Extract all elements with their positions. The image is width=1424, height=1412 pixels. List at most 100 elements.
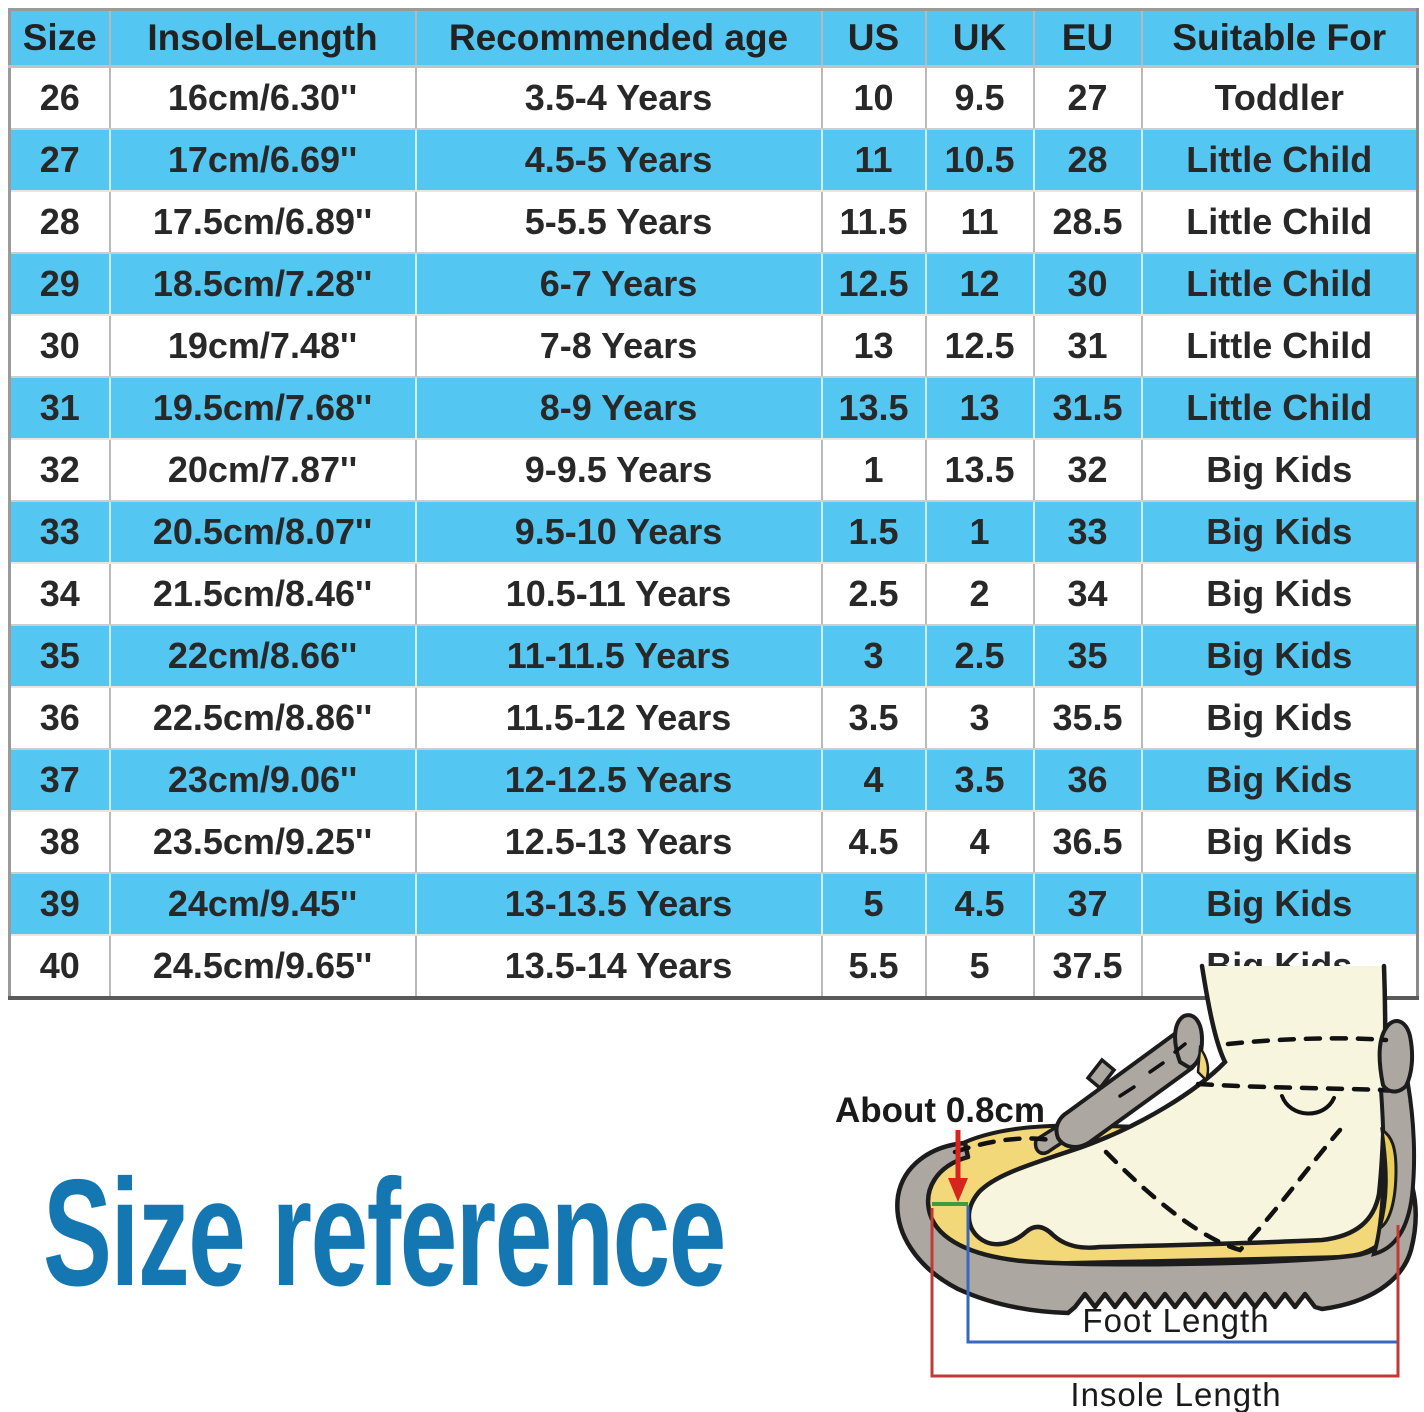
table-row: 34 21.5cm/8.46'' 10.5-11 Years 2.5 2 34 Big Ki… [9,563,1418,626]
table-cell: 34 [9,563,111,626]
table-cell: 2.5 [925,625,1035,688]
table-row: 33 20.5cm/8.07'' 9.5-10 Years 1.5 1 33 Big Kid… [9,501,1419,564]
table-cell: Toddler [1141,66,1418,130]
gap-label: About 0.8cm [835,1091,1045,1130]
table-cell: 24.5cm/9.65'' [109,935,417,999]
sock-line-upper [1225,1036,1389,1047]
table-cell: 13 [821,315,927,378]
foot-contour-v [1103,1127,1343,1253]
table-cell: 11 [821,129,927,192]
table-cell: 33 [9,501,111,564]
table-cell: 7-8 Years [415,315,823,378]
strap-stitch-1 [1118,1085,1136,1098]
table-cell: 3.5-4 Years [415,66,823,130]
table-cell: 2.5 [821,563,927,626]
table-cell: 37 [9,749,111,812]
table-cell: 27 [1033,66,1143,130]
table-cell: 31 [1033,315,1143,378]
strap-stitch-2 [1148,1061,1165,1074]
table-cell: 13.5 [821,377,927,440]
table-cell: 9-9.5 Years [415,439,823,502]
table-cell: Little Child [1141,315,1418,378]
foot-length-label: Foot Length [1082,1302,1269,1339]
table-cell: 21.5cm/8.46'' [109,563,417,626]
table-cell: 11.5 [821,191,927,254]
table-cell: 40 [9,935,111,999]
table-cell: 39 [9,873,111,936]
table-cell: 35 [1033,625,1143,688]
column-header: Suitable For [1141,9,1418,68]
table-cell: Little Child [1141,129,1419,192]
table-cell: 29 [9,253,111,316]
table-cell: 9.5 [925,66,1035,130]
table-cell: 17.5cm/6.89'' [109,191,417,254]
table-cell: 8-9 Years [415,377,823,440]
table-cell: 35 [9,625,111,688]
table-cell: 36 [1033,749,1143,812]
table-cell: 4.5 [821,811,927,874]
table-cell: 31 [9,377,111,440]
table-cell: 4.5 [925,873,1035,936]
table-row: 36 22.5cm/8.86'' 11.5-12 Years 3.5 3 35.5 Big … [9,687,1418,750]
table-cell: Big Kids [1141,563,1418,626]
table-cell: 30 [1033,253,1143,316]
table-cell: 28 [9,191,111,254]
table-cell: 38 [9,811,111,874]
table-cell: Little Child [1141,377,1419,440]
table-cell: 27 [9,129,111,192]
table-cell: 11 [925,191,1035,254]
table-cell: 34 [1033,563,1143,626]
column-header: EU [1033,9,1143,68]
heel-strap-top [1377,1019,1415,1094]
table-row: 27 17cm/6.69'' 4.5-5 Years 11 10.5 28 Little C… [9,129,1419,192]
strap-top-tab [1173,1013,1205,1071]
table-cell: 35.5 [1033,687,1143,750]
table-cell: 13.5-14 Years [415,935,823,999]
table-cell: 32 [9,439,111,502]
table-cell: 12-12.5 Years [415,749,823,812]
table-cell: 19cm/7.48'' [109,315,417,378]
table-cell: Big Kids [1141,811,1418,874]
table-cell: 19.5cm/7.68'' [109,377,417,440]
sock-line-lower [1195,1081,1385,1093]
table-cell: 13 [925,377,1035,440]
table-cell: 17cm/6.69'' [109,129,417,192]
table-cell: 33 [1033,501,1143,564]
heel-insole-sliver [1377,1127,1398,1232]
foot-length-line [966,1206,1398,1344]
table-cell: Little Child [1141,253,1419,316]
table-cell: 30 [9,315,111,378]
insole-length-label: Insole Length [1070,1376,1281,1412]
table-cell: 28.5 [1033,191,1143,254]
column-header: Recommended age [415,9,823,68]
table-cell: 12.5 [821,253,927,316]
table-cell: 32 [1033,439,1143,502]
table-cell: 18.5cm/7.28'' [109,253,417,316]
table-cell: 11.5-12 Years [415,687,823,750]
table-cell: 37 [1033,873,1143,936]
table-cell: 10.5 [925,129,1035,192]
table-row: 26 16cm/6.30'' 3.5-4 Years 10 9.5 27 Toddler [9,66,1418,130]
table-cell: Big Kids [1141,501,1419,564]
table-cell: 31.5 [1033,377,1143,440]
table-cell: 10 [821,66,927,130]
table-cell: 1 [925,501,1035,564]
strap-stitch-3 [1173,1042,1187,1054]
table-cell: 22cm/8.66'' [109,625,417,688]
page-title: Size reference [43,1148,726,1318]
table-cell: 26 [9,66,111,130]
table-cell: 23.5cm/9.25'' [109,811,417,874]
table-cell: 5.5 [821,935,927,999]
table-cell: 20cm/7.87'' [109,439,417,502]
table-cell: 28 [1033,129,1143,192]
size-table: Size InsoleLength Recommended age US UK EU Sui… [8,8,1419,1000]
gap-arrow-head [948,1178,968,1202]
table-row: 40 24.5cm/9.65'' 13.5-14 Years 5.5 5 37.5 Big … [9,935,1418,999]
column-header: InsoleLength [109,9,417,68]
table-cell: 10.5-11 Years [415,563,823,626]
table-cell: 5-5.5 Years [415,191,823,254]
table-row: 32 20cm/7.87'' 9-9.5 Years 1 13.5 32 Big Kids [9,439,1418,502]
column-header: US [821,9,927,68]
table-cell: Big Kids [1141,625,1419,688]
